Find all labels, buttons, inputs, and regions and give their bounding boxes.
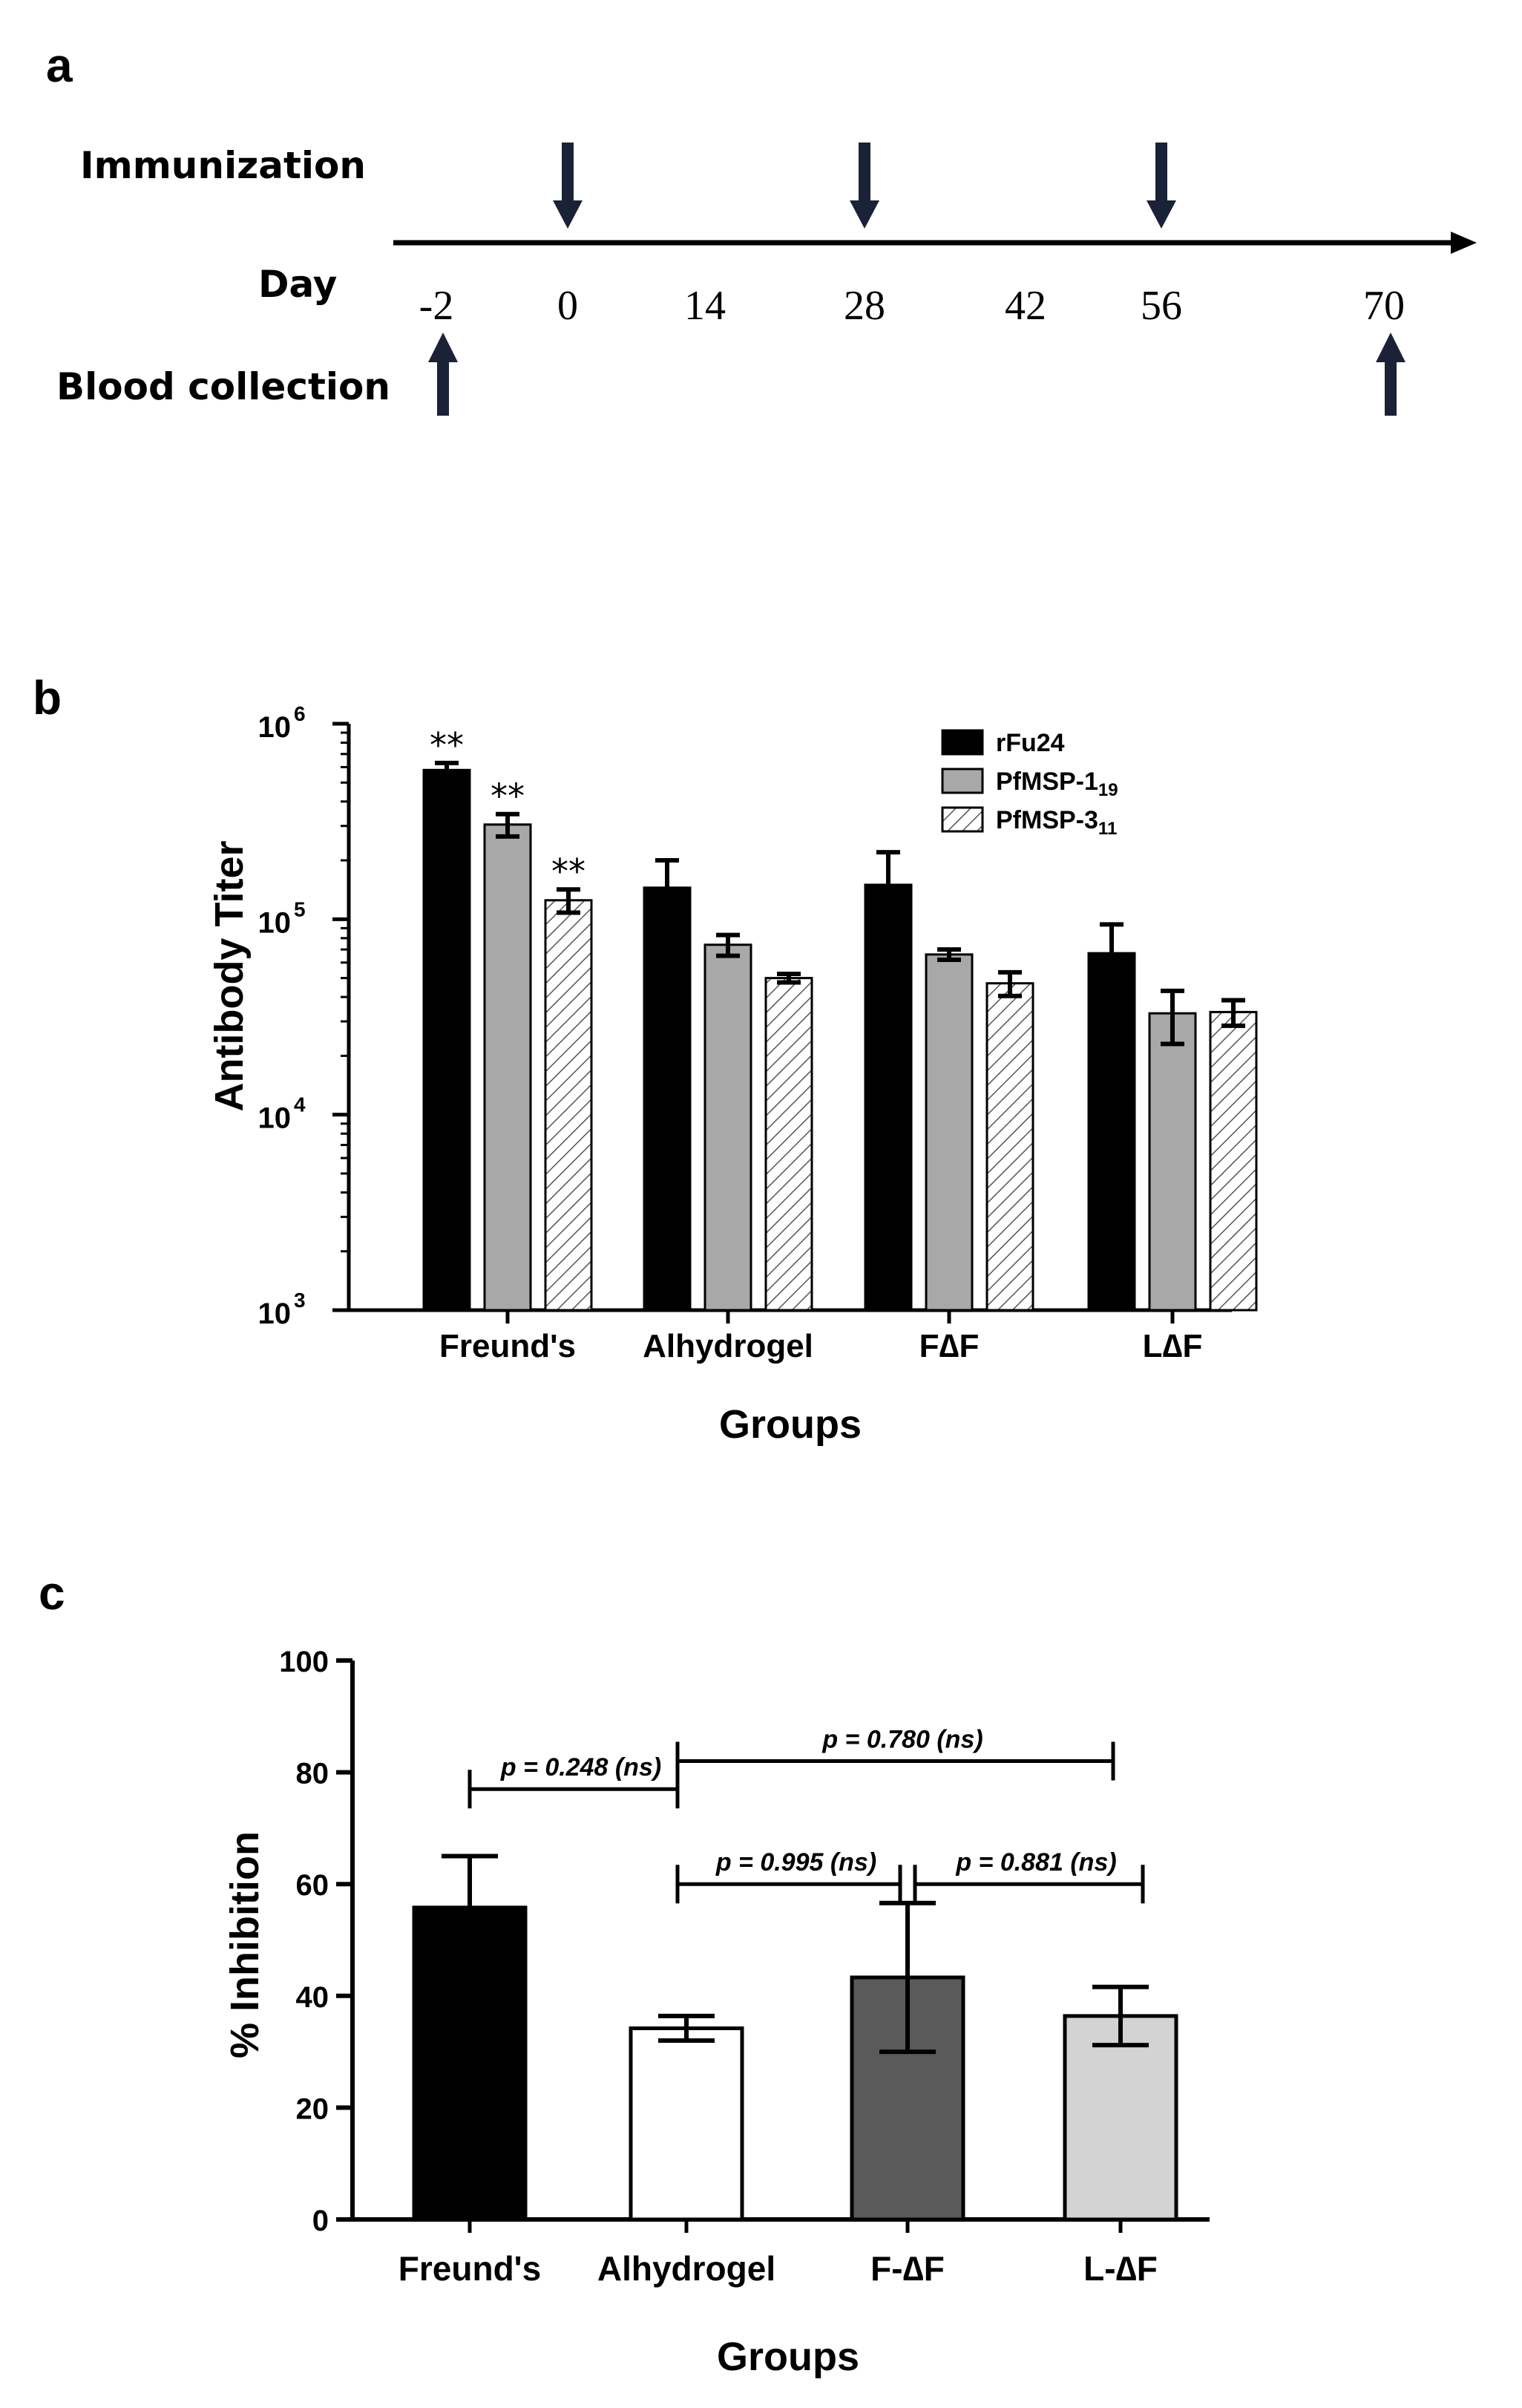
panel-c-y-tick-label: 20 xyxy=(296,2093,329,2125)
panel-c-y-tick-label: 60 xyxy=(296,1869,329,1902)
panel-b-y-tick-exponent: 3 xyxy=(294,1289,306,1312)
bar-pfmsp-1-19-l-f xyxy=(1148,1012,1197,1312)
panel-c-y-tick-label: 80 xyxy=(296,1758,329,1790)
panel-c-y-tick-label: 40 xyxy=(296,1981,329,2014)
legend-label-text: PfMSP-1 xyxy=(996,768,1098,796)
comparison-p-value: p = 0.780 (ns) xyxy=(821,1726,983,1754)
legend-label-text: rFu24 xyxy=(996,729,1065,757)
significance-label: ** xyxy=(430,725,464,765)
bar-pfmsp-3-11-l-f xyxy=(1209,1010,1258,1312)
panel-c-y-axis-label: % Inhibition xyxy=(223,1831,267,2058)
panel-b-x-tick-label: Alhydrogel xyxy=(643,1328,813,1364)
blood-arrow-shaft xyxy=(437,356,449,416)
day-tick-56: 56 xyxy=(1141,283,1182,329)
bar-pfmsp-3-11-freund-s xyxy=(544,899,593,1312)
blood-collection-label: Blood collection xyxy=(56,365,390,408)
immunization-arrow-shaft xyxy=(1155,143,1167,206)
legend-label-text: PfMSP-3 xyxy=(996,806,1098,834)
legend-label-rfu24: rFu24 xyxy=(996,729,1065,757)
immunization-arrow-head xyxy=(1147,200,1176,229)
panel-b-y-tick-exponent: 4 xyxy=(294,1093,306,1116)
blood-collection-arrow-icon xyxy=(1376,333,1405,416)
immunization-arrow-head xyxy=(553,200,583,229)
immunization-arrow-head xyxy=(850,200,879,229)
panel-a: a Immunization Day Blood collection -2 0 1… xyxy=(46,39,1477,416)
panel-b-y-tick-exponent: 5 xyxy=(294,897,306,920)
legend-label-pfmsp-1: PfMSP-119 xyxy=(996,768,1118,800)
day-tick-0: 0 xyxy=(557,283,578,329)
legend-label-subscript: 11 xyxy=(1098,819,1117,839)
immunization-arrow-shaft xyxy=(859,143,870,206)
timeline-arrowhead xyxy=(1451,232,1477,254)
day-tick-2: -2 xyxy=(419,283,454,329)
comparison-p-value: p = 0.248 (ns) xyxy=(500,1753,661,1782)
day-tick-42: 42 xyxy=(1005,283,1046,329)
immunization-arrow-icon xyxy=(850,143,879,229)
legend-label-subscript: 19 xyxy=(1098,780,1118,800)
bar-alhydrogel xyxy=(629,2026,744,2222)
day-label: Day xyxy=(258,263,337,306)
panel-b-y-tick-base: 10 xyxy=(258,1102,292,1135)
blood-arrow-head xyxy=(1376,333,1405,362)
day-tick-28: 28 xyxy=(844,283,885,329)
panel-b-x-axis-label: Groups xyxy=(719,1402,862,1447)
bar-l-f xyxy=(1063,2014,1178,2222)
panel-c-y-tick-label: 100 xyxy=(279,1646,329,1678)
panel-b-y-axis-label: Antibody Titer xyxy=(207,840,252,1111)
panel-c-x-axis-label: Groups xyxy=(717,2335,859,2379)
immunization-arrow-icon xyxy=(1147,143,1176,229)
bar-pfmsp-3-11-f-f xyxy=(985,982,1034,1312)
panel-c-x-tick-label: Alhydrogel xyxy=(597,2249,775,2288)
immunization-arrow-shaft xyxy=(562,143,574,206)
bar-rfu24-f-f xyxy=(864,883,913,1312)
bar-rfu24-freund-s xyxy=(422,768,471,1312)
legend-swatch-pfmsp-3 xyxy=(941,806,984,833)
day-tick-14: 14 xyxy=(684,283,726,329)
comparison-p-value: p = 0.881 (ns) xyxy=(955,1848,1116,1877)
immunization-label: Immunization xyxy=(80,144,366,187)
day-tick-70: 70 xyxy=(1363,283,1405,329)
panel-a-letter: a xyxy=(46,39,73,92)
panel-b-x-tick-label: L∆F xyxy=(1143,1328,1203,1364)
panel-c-letter: c xyxy=(39,1566,65,1620)
panel-c-x-tick-label: F-∆F xyxy=(870,2249,945,2288)
panel-b-x-tick-label: F∆F xyxy=(919,1328,980,1364)
panel-b-y-tick-base: 10 xyxy=(258,1298,292,1330)
immunization-arrow-icon xyxy=(553,143,583,229)
bar-rfu24-l-f xyxy=(1087,952,1136,1312)
bar-pfmsp-1-19-freund-s xyxy=(483,823,532,1312)
panel-c-x-tick-label: L-∆F xyxy=(1083,2249,1158,2288)
bar-pfmsp-3-11-alhydrogel xyxy=(764,977,813,1312)
legend-label-pfmsp-3: PfMSP-311 xyxy=(996,806,1117,839)
panel-b-letter: b xyxy=(33,671,62,724)
panel-b-x-tick-label: Freund's xyxy=(439,1328,576,1364)
blood-arrow-shaft xyxy=(1385,356,1397,416)
blood-arrow-head xyxy=(428,333,458,362)
legend-swatch-pfmsp-1 xyxy=(941,768,984,794)
significance-label: ** xyxy=(491,776,525,817)
panel-b-y-tick-base: 10 xyxy=(258,906,292,939)
panel-b-y-tick-base: 10 xyxy=(258,711,292,744)
blood-collection-arrow-icon xyxy=(428,333,458,416)
comparison-p-value: p = 0.995 (ns) xyxy=(715,1848,876,1877)
significance-label: ** xyxy=(551,851,585,891)
panel-b-y-tick-exponent: 6 xyxy=(294,702,306,725)
bar-pfmsp-1-19-f-f xyxy=(925,953,974,1312)
bar-pfmsp-1-19-alhydrogel xyxy=(703,943,752,1312)
panel-c: c % Inhibition Groups 0 20 40 60 80 100 Freun… xyxy=(39,1566,1210,2379)
panel-c-x-tick-label: Freund's xyxy=(398,2249,541,2288)
panel-c-y-tick-label: 0 xyxy=(312,2205,329,2237)
legend-swatch-rfu24 xyxy=(941,729,984,756)
bar-rfu24-alhydrogel xyxy=(643,886,692,1312)
